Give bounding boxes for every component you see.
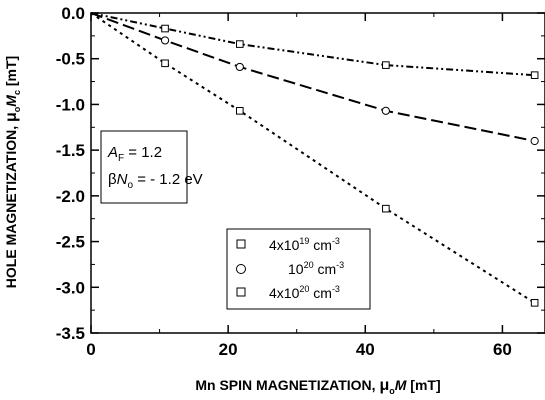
legend-box	[226, 228, 371, 310]
series-3-point	[382, 204, 390, 213]
series-markers	[160, 24, 539, 307]
legend: 4x1019 cm-3 1020 cm-3 4x1020 cm-3	[226, 228, 371, 310]
series-1-line	[90, 12, 535, 77]
annotation-box	[100, 130, 188, 204]
legend-entry-3: 4x1020 cm-3	[269, 284, 340, 301]
annotation-line-1: AF = 1.2	[107, 144, 162, 164]
y-axis: 0.0 -0.5 -1.0 -1.5 -2.0 -2.5 -3.0 -3.5	[56, 4, 545, 343]
y-tick-label: -1.0	[56, 95, 85, 114]
series-1-point	[530, 71, 539, 79]
legend-marker-3	[236, 287, 246, 297]
y-tick-label: 0.0	[61, 4, 85, 23]
series-2-point	[381, 106, 390, 115]
annotation-line-2: βNo = - 1.2 eV	[108, 171, 203, 191]
x-axis: 0 20 40 60	[86, 13, 512, 359]
series-3-point	[161, 59, 169, 68]
y-axis-label: HOLE MAGNETIZATION, μoMc [mT]	[3, 56, 22, 288]
series-2-line	[90, 12, 535, 142]
y-tick-label: -2.5	[56, 233, 85, 252]
x-tick-label: 40	[356, 340, 375, 359]
series-2-point	[235, 62, 244, 72]
legend-entry-2: 1020 cm-3	[288, 260, 344, 277]
x-tick-label: 60	[493, 340, 512, 359]
series-3-point	[235, 107, 244, 115]
y-tick-label: -3.0	[56, 278, 85, 297]
x-tick-label: 20	[219, 340, 238, 359]
legend-marker-2	[236, 264, 246, 274]
series-1-point	[382, 61, 390, 69]
y-tick-label: -0.5	[56, 50, 85, 69]
series-1-point	[161, 24, 169, 33]
y-tick-label: -2.0	[56, 187, 85, 206]
y-tick-label: -1.5	[56, 141, 85, 160]
x-tick-label: 0	[86, 340, 95, 359]
x-axis-label: Mn SPIN MAGNETIZATION, μoM [mT]	[195, 377, 440, 396]
legend-entry-1: 4x1019 cm-3	[269, 236, 340, 253]
y-tick-label: -3.5	[56, 324, 85, 343]
series-2-point	[530, 136, 539, 146]
series-3-point	[530, 299, 539, 307]
series-1-point	[235, 40, 244, 48]
series-2-point	[160, 36, 170, 45]
legend-marker-1	[236, 239, 246, 249]
